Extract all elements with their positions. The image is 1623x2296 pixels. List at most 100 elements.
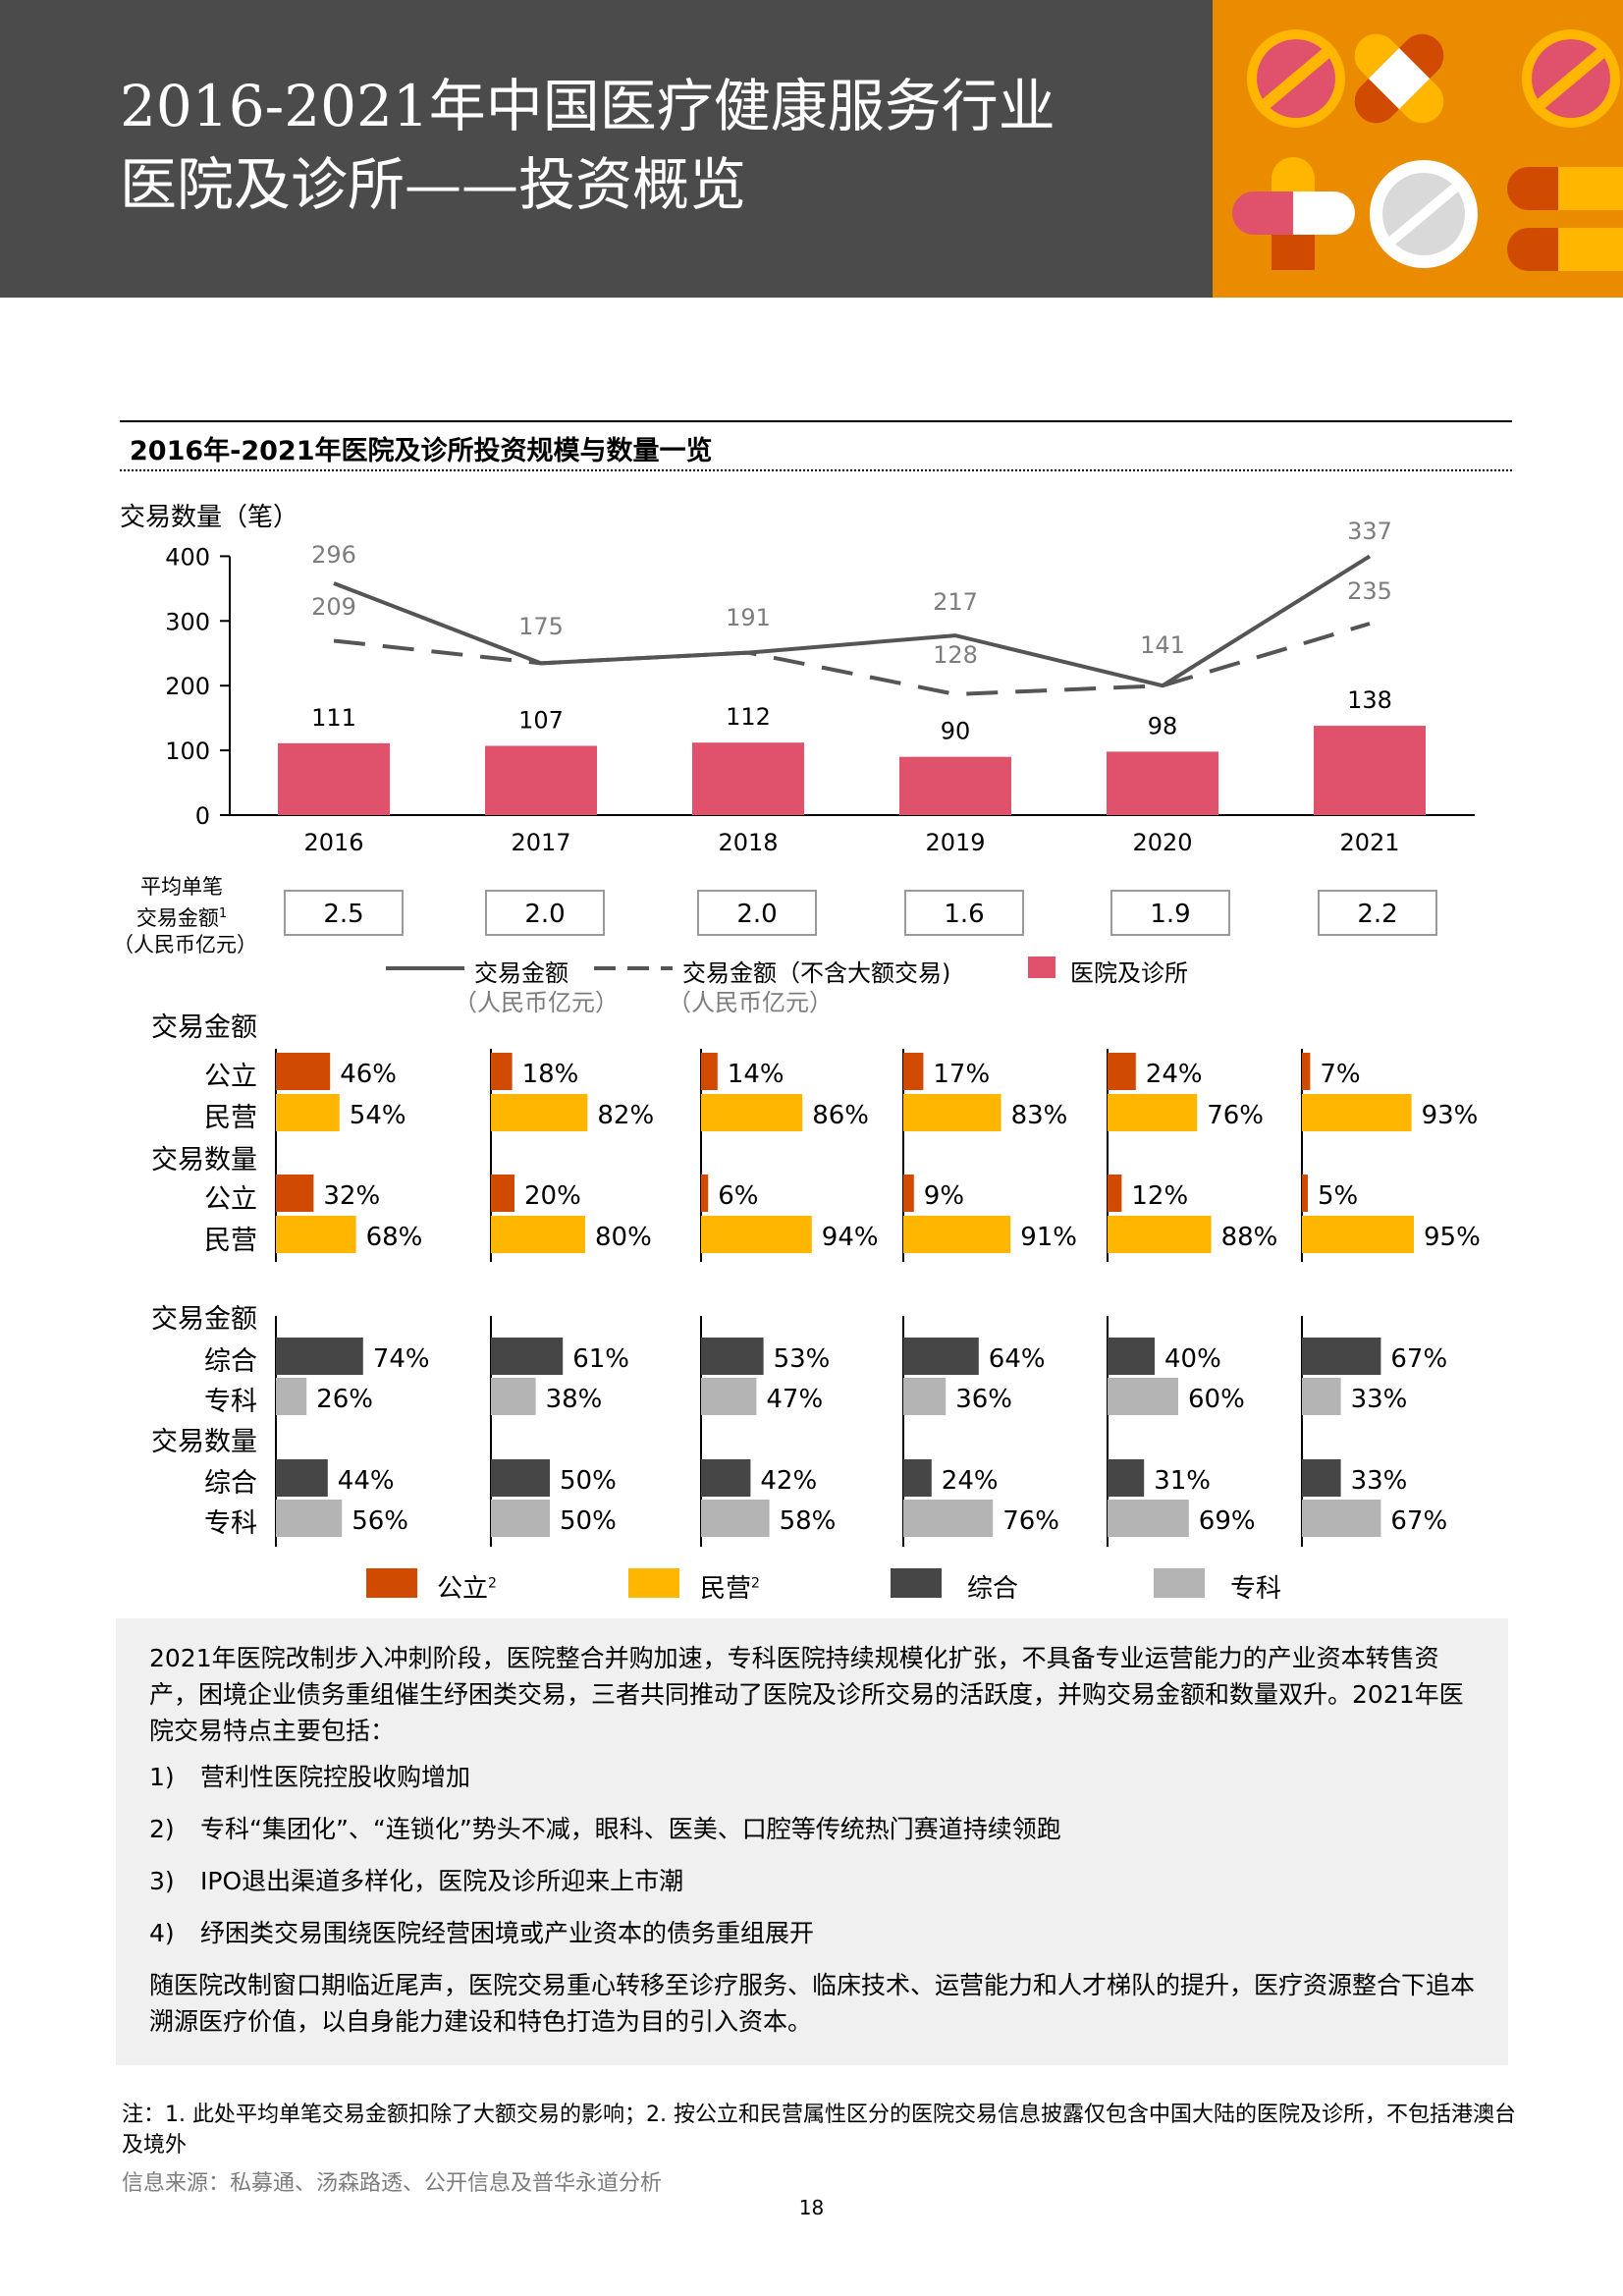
- round-tablet-icon: [1247, 29, 1345, 128]
- bar-data-label: 138: [1347, 686, 1392, 714]
- bar-percent-label: 76%: [1207, 1101, 1264, 1130]
- bar-percent-label: 64%: [989, 1344, 1046, 1374]
- bar-percent-label: 50%: [560, 1506, 617, 1536]
- bar-percent-label: 67%: [1390, 1344, 1447, 1374]
- commentary-item: 1) 营利性医院控股收购增加: [149, 1763, 471, 1791]
- row-label-public: 公立: [204, 1062, 257, 1092]
- bar-percent-label: 9%: [924, 1181, 964, 1211]
- bar-specialty-value: [491, 1378, 536, 1415]
- y-tick-label: 200: [165, 673, 210, 700]
- commentary-item: 3) IPO退出渠道多样化，医院及诊所迎来上市潮: [149, 1867, 684, 1895]
- legend-general-label: 综合: [967, 1574, 1019, 1604]
- bar-data-label: 111: [311, 704, 356, 732]
- line-data-label: 296: [311, 541, 356, 569]
- bar-percent-label: 6%: [718, 1181, 758, 1211]
- page-title: 2016-2021年中国医疗健康服务行业 医院及诊所——投资概览: [120, 67, 1190, 224]
- y-tick-label: 300: [165, 608, 210, 635]
- bar-percent-label: 5%: [1318, 1181, 1358, 1211]
- bar-percent-label: 47%: [766, 1385, 823, 1414]
- x-tick-label: 2020: [1132, 829, 1192, 856]
- avg-deal-box-2020: 1.9: [1110, 890, 1230, 936]
- bar-general-value: [491, 1338, 564, 1375]
- line-data-label: 337: [1347, 518, 1392, 545]
- bar-public-value: [276, 1053, 331, 1090]
- group-label-deal-count: 交易数量: [151, 1145, 257, 1175]
- commentary-item: 2) 专科“集团化”、“连锁化”势头不减，眼科、医美、口腔等传统热门赛道持续领跑: [149, 1815, 1061, 1843]
- row-label-specialty: 专科: [204, 1508, 257, 1539]
- bar-hospitals-clinics: [692, 742, 804, 815]
- bar-percent-label: 7%: [1320, 1060, 1360, 1089]
- bar-specialty-count: [1302, 1500, 1381, 1537]
- bar-percent-label: 50%: [560, 1466, 617, 1496]
- round-tablet-icon: [1522, 29, 1620, 128]
- capsule-cross-icon: [1232, 157, 1355, 270]
- bar-percent-label: 32%: [323, 1181, 380, 1211]
- bar-percent-label: 91%: [1020, 1223, 1077, 1252]
- bar-private-value: [1302, 1094, 1412, 1131]
- bar-general-value: [276, 1338, 363, 1375]
- legend-solid-line-unit: （人民币亿元）: [454, 989, 619, 1016]
- bar-percent-label: 20%: [524, 1181, 581, 1211]
- x-tick-label: 2017: [511, 829, 570, 856]
- line-data-label: 209: [311, 593, 356, 621]
- bar-public-value: [491, 1053, 513, 1090]
- bar-general-count: [1302, 1459, 1341, 1497]
- legend-public-swatch: [366, 1568, 417, 1598]
- bar-hospitals-clinics: [1107, 751, 1218, 815]
- bar-private-count: [1302, 1216, 1414, 1253]
- bar-percent-label: 60%: [1188, 1385, 1245, 1414]
- bar-percent-label: 68%: [366, 1223, 423, 1252]
- legend-bar-swatch: [1028, 957, 1055, 978]
- bar-specialty-count: [491, 1500, 550, 1537]
- avg-deal-label-line-2: 交易金额1: [135, 906, 228, 930]
- commentary-list: 1) 营利性医院控股收购增加 2) 专科“集团化”、“连锁化”势头不减，眼科、医美、…: [149, 1759, 1475, 1951]
- cross-pill-icon: [1354, 33, 1444, 124]
- bar-percent-label: 24%: [1146, 1060, 1203, 1089]
- bar-percent-label: 94%: [822, 1223, 879, 1252]
- bar-percent-label: 31%: [1154, 1466, 1211, 1496]
- bar-public-count: [903, 1175, 914, 1212]
- bar-specialty-count: [903, 1500, 994, 1537]
- bar-specialty-value: [1302, 1378, 1341, 1415]
- legend-dashed-line-swatch: [594, 966, 673, 970]
- bar-percent-label: 18%: [522, 1060, 579, 1089]
- bar-percent-label: 46%: [340, 1060, 397, 1089]
- bar-percent-label: 58%: [780, 1506, 837, 1536]
- bar-percent-label: 36%: [955, 1385, 1012, 1414]
- bar-data-label: 90: [941, 718, 971, 745]
- bar-general-count: [276, 1459, 328, 1497]
- bar-general-count: [701, 1459, 751, 1497]
- page-title-line-1: 2016-2021年中国医疗健康服务行业: [120, 73, 1055, 139]
- row-label-private: 民营: [204, 1226, 257, 1256]
- bar-percent-label: 17%: [933, 1060, 990, 1089]
- bar-percent-label: 95%: [1424, 1223, 1481, 1252]
- bar-percent-label: 86%: [812, 1101, 869, 1130]
- bar-specialty-value: [903, 1378, 947, 1415]
- page-header: 2016-2021年中国医疗健康服务行业 医院及诊所——投资概览: [0, 0, 1623, 298]
- bar-percent-label: 56%: [352, 1506, 408, 1536]
- legend-solid-line-label: 交易金额: [474, 959, 568, 987]
- bar-percent-label: 76%: [1002, 1506, 1059, 1536]
- legend-specialty-swatch: [1154, 1568, 1205, 1598]
- line-deal-value: [333, 554, 1372, 688]
- bar-percent-label: 24%: [942, 1466, 999, 1496]
- line-deal-value-excl-large: [333, 622, 1371, 696]
- legend-private-label: 民营2: [700, 1574, 760, 1604]
- bar-hospitals-clinics: [278, 742, 390, 815]
- bar-hospitals-clinics: [485, 745, 597, 815]
- bar-percent-label: 74%: [373, 1344, 430, 1374]
- y-axis-title: 交易数量（笔）: [120, 503, 298, 532]
- bar-percent-label: 67%: [1390, 1506, 1447, 1536]
- line-data-label: 217: [933, 588, 978, 616]
- bar-percent-label: 80%: [595, 1223, 652, 1252]
- avg-deal-label-line-3: （人民币亿元）: [113, 933, 257, 957]
- bar-data-label: 112: [726, 703, 771, 731]
- section-top-rule: [120, 420, 1512, 422]
- bar-general-value: [1108, 1338, 1155, 1375]
- row-label-private: 民营: [204, 1103, 257, 1133]
- legend-bar-label: 医院及诊所: [1070, 959, 1188, 987]
- avg-deal-label: 平均单笔 交易金额1 （人民币亿元）: [113, 874, 257, 958]
- group-label-deal-value: 交易金额: [151, 1012, 257, 1043]
- bar-private-value: [903, 1094, 1001, 1131]
- bar-percent-label: 33%: [1351, 1466, 1408, 1496]
